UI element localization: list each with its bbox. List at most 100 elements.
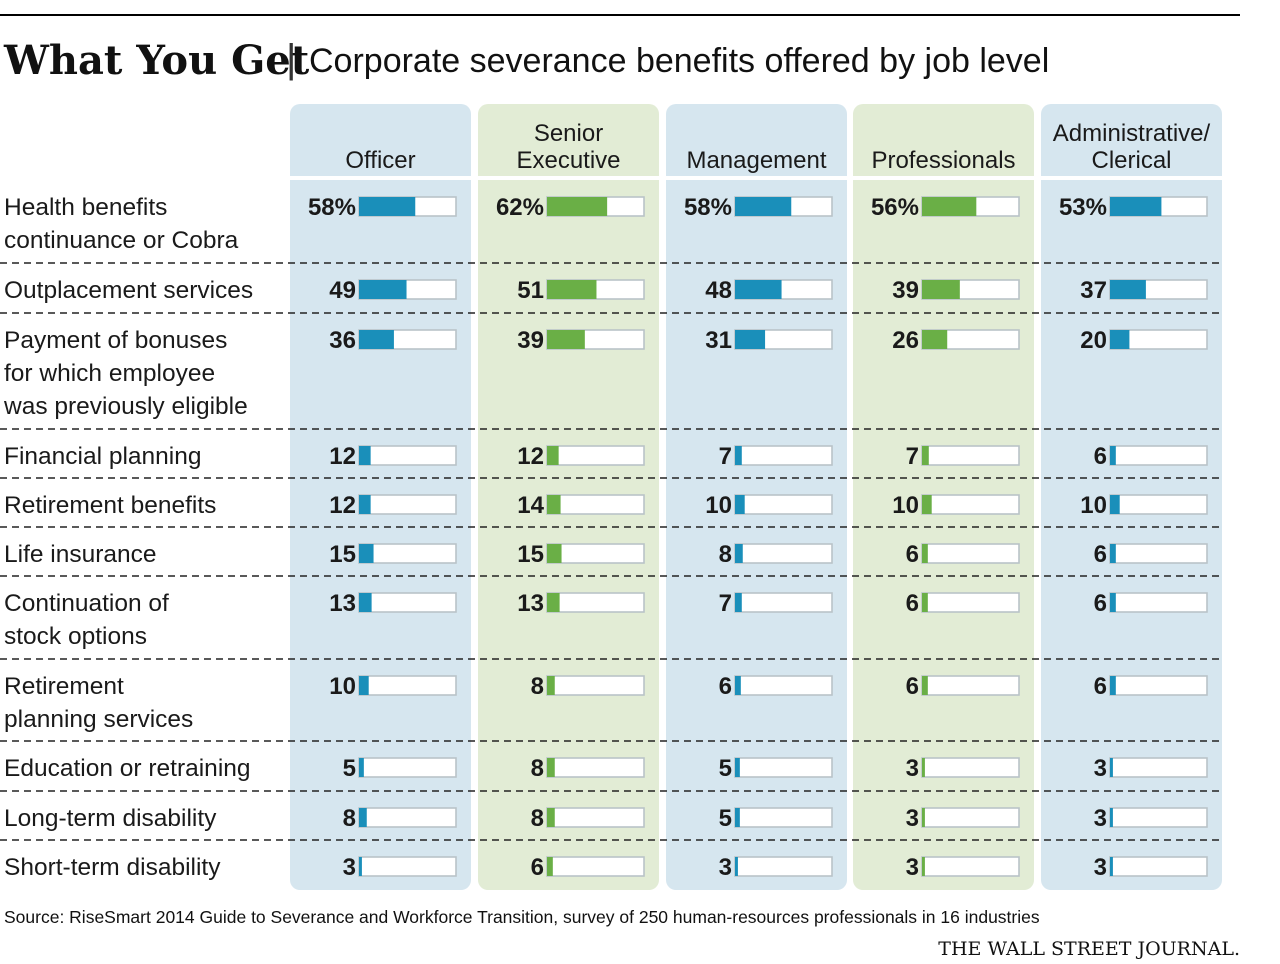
bar-track [546, 757, 645, 778]
bar-fill [1110, 676, 1116, 695]
bar-track [1109, 592, 1208, 613]
bar-track [1109, 445, 1208, 466]
value-label: 5 [343, 755, 356, 782]
value-label: 6 [531, 854, 544, 881]
value-label: 3 [906, 854, 919, 881]
column-header-label: Professionals [871, 147, 1015, 174]
bar-fill [922, 857, 925, 876]
bar-track [921, 807, 1020, 828]
column-header-label: Administrative/ [1053, 120, 1211, 147]
title-separator: | [286, 37, 296, 81]
bar-fill [547, 544, 562, 563]
bar-fill [735, 593, 742, 612]
row-label: Life insurance [4, 541, 157, 568]
bar-track [921, 494, 1020, 515]
value-label: 31 [705, 327, 732, 354]
bar-fill [922, 758, 925, 777]
value-label: 20 [1080, 327, 1107, 354]
bar-fill [359, 808, 367, 827]
bar-fill [359, 330, 394, 349]
bar-fill [547, 857, 553, 876]
value-label: 10 [329, 673, 356, 700]
bar-fill [359, 593, 372, 612]
bar-track [546, 445, 645, 466]
bar-fill [547, 808, 555, 827]
value-label: 13 [517, 590, 544, 617]
bar-fill [547, 330, 585, 349]
bar-fill [735, 758, 740, 777]
bar-track [546, 592, 645, 613]
value-label: 6 [906, 673, 919, 700]
row-label: continuance or Cobra [4, 227, 239, 254]
value-label: 58% [308, 194, 356, 221]
value-label: 3 [906, 805, 919, 832]
bar-fill [922, 446, 929, 465]
chart-subtitle: Corporate severance benefits offered by … [309, 42, 1049, 80]
row-label: Payment of bonuses [4, 327, 227, 354]
header-separator [1041, 176, 1222, 180]
bar-fill [1110, 280, 1146, 299]
bar-track [734, 543, 833, 564]
row-label: Short-term disability [4, 854, 221, 881]
bar-fill [922, 544, 928, 563]
value-label: 6 [1094, 590, 1107, 617]
value-label: 26 [892, 327, 919, 354]
column-header-label: Executive [516, 147, 620, 174]
bar-fill [547, 446, 559, 465]
bar-track [546, 494, 645, 515]
value-label: 39 [892, 277, 919, 304]
value-label: 6 [906, 590, 919, 617]
bar-track [358, 675, 457, 696]
bar-track [1109, 675, 1208, 696]
bar-track [921, 543, 1020, 564]
value-label: 6 [1094, 443, 1107, 470]
value-label: 8 [531, 673, 544, 700]
value-label: 10 [705, 492, 732, 519]
row-label: Retirement [4, 673, 124, 700]
value-label: 10 [892, 492, 919, 519]
bar-fill [1110, 593, 1116, 612]
value-label: 8 [531, 805, 544, 832]
bar-fill [922, 330, 948, 349]
row-labels: Health benefits continuance or Cobra Outpl… [3, 194, 253, 881]
value-label: 51 [517, 277, 544, 304]
bar-fill [359, 676, 369, 695]
bar-fill [1110, 495, 1120, 514]
bar-fill [922, 280, 960, 299]
bar-track [1109, 856, 1208, 877]
bar-track [358, 807, 457, 828]
bar-fill [1110, 446, 1116, 465]
bar-fill [359, 197, 416, 216]
bar-fill [1110, 197, 1162, 216]
value-label: 7 [906, 443, 919, 470]
column-header-label: Senior [534, 120, 603, 147]
bar-track [734, 757, 833, 778]
value-label: 3 [719, 854, 732, 881]
bar-fill [359, 857, 362, 876]
bar-fill [359, 280, 407, 299]
row-label: Outplacement services [4, 277, 253, 304]
value-label: 62% [496, 194, 544, 221]
bar-fill [922, 495, 932, 514]
bar-track [358, 856, 457, 877]
bar-fill [547, 495, 561, 514]
chart-title: What You Get [3, 37, 310, 84]
header-separator [666, 176, 847, 180]
value-label: 37 [1080, 277, 1107, 304]
value-label: 12 [329, 443, 356, 470]
bar-track [921, 592, 1020, 613]
bar-track [921, 757, 1020, 778]
value-label: 10 [1080, 492, 1107, 519]
value-label: 8 [719, 541, 732, 568]
bar-track [921, 675, 1020, 696]
bar-track [1109, 543, 1208, 564]
bar-fill [735, 808, 740, 827]
bar-track [734, 856, 833, 877]
value-label: 7 [719, 443, 732, 470]
value-label: 6 [1094, 541, 1107, 568]
value-label: 36 [329, 327, 356, 354]
bar-fill [735, 676, 741, 695]
column-header-label: Management [686, 147, 826, 174]
